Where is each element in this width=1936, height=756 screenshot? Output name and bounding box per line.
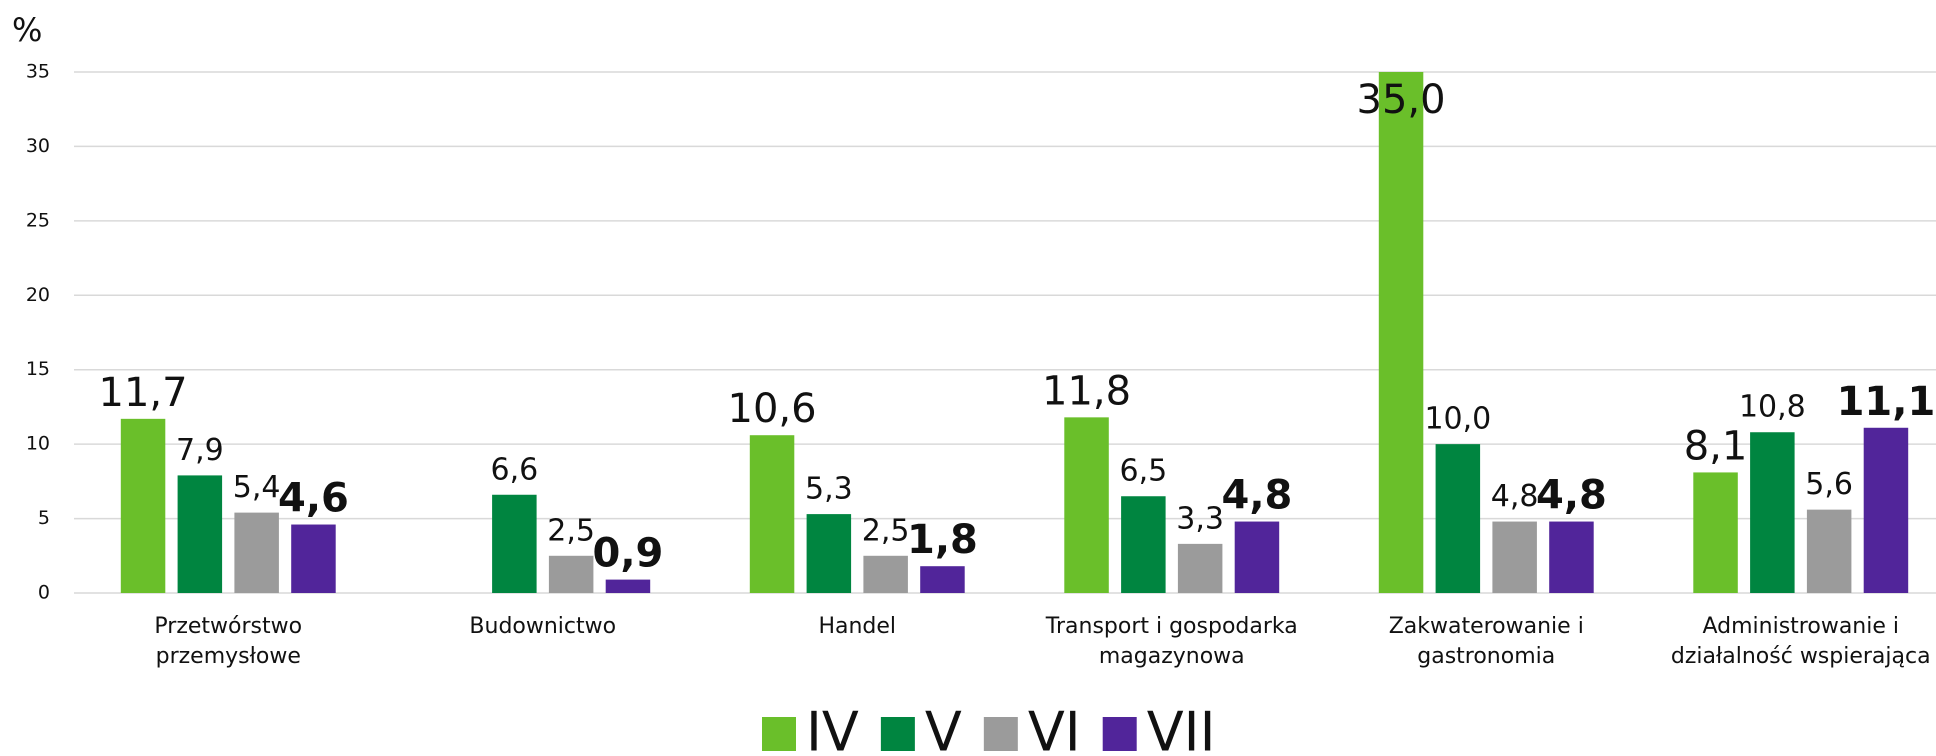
value-label: 2,5 [862,513,910,548]
bar [120,418,166,593]
value-label: 4,8 [1222,473,1293,519]
bar [1863,427,1909,593]
value-label: 6,6 [490,452,538,487]
legend-swatch [1102,717,1137,751]
legend-label: VII [1147,701,1216,756]
bar [492,494,537,593]
value-label: 5,3 [805,472,853,507]
y-tick-label: 10 [26,433,50,455]
value-label: 35,0 [1357,77,1446,123]
y-tick-label: 35 [26,61,50,83]
x-tick-label: Przetwórstwo przemysłowe [154,614,302,669]
legend-label: VI [1028,701,1081,756]
value-label: 4,6 [278,476,349,522]
value-label: 3,3 [1176,501,1224,536]
legend-swatch [983,717,1018,751]
value-label: 4,8 [1491,479,1539,514]
x-tick-label: Administrowanie i działalność wspierająca [1671,614,1931,669]
y-axis-label: % [12,11,42,49]
value-label: 1,8 [907,517,978,563]
value-label: 8,1 [1684,423,1748,469]
bar [1064,417,1109,593]
legend-label: V [925,701,962,756]
value-label: 11,8 [1042,368,1131,414]
bar [605,579,651,593]
y-tick-label: 30 [26,135,50,157]
value-label: 10,8 [1739,390,1806,425]
y-tick-label: 0 [38,582,50,604]
value-label: 4,8 [1536,473,1607,519]
bar [920,566,965,593]
bar [1693,472,1738,593]
bar [806,514,852,593]
bar [863,555,908,593]
bar [1378,72,1424,593]
value-label: 6,5 [1119,454,1167,489]
bar [1492,521,1537,593]
bar [1806,509,1852,593]
bar [1435,444,1481,593]
x-tick-label: Transport i gospodarka magazynowa [1045,614,1298,669]
bar [548,555,594,593]
legend-swatch [762,717,796,751]
x-tick-label: Zakwaterowanie i gastronomia [1389,614,1584,669]
value-label: 5,4 [233,470,281,505]
bar [749,435,795,593]
bar [1750,432,1795,593]
value-label: 5,6 [1805,467,1853,502]
value-label: 7,9 [176,433,224,468]
value-label: 10,0 [1424,402,1491,437]
x-tick-label: Handel [818,614,896,639]
y-tick-label: 20 [26,284,50,306]
x-tick-label: Budownictwo [469,614,616,639]
bar [177,475,223,593]
legend-label: IV [806,701,859,756]
value-label: 0,9 [593,531,664,577]
value-label: 10,6 [728,386,817,432]
value-label: 11,7 [99,370,188,416]
value-label: 2,5 [547,513,595,548]
bar [1549,521,1594,593]
value-label: 11,1 [1837,379,1936,425]
bar [291,524,336,593]
bar [234,512,279,593]
y-tick-label: 5 [38,507,50,529]
y-tick-label: 25 [26,209,50,231]
y-tick-label: 15 [26,358,50,380]
legend-swatch [880,717,915,751]
bar [1121,496,1166,593]
bar [1177,543,1223,593]
bar [1234,521,1280,593]
